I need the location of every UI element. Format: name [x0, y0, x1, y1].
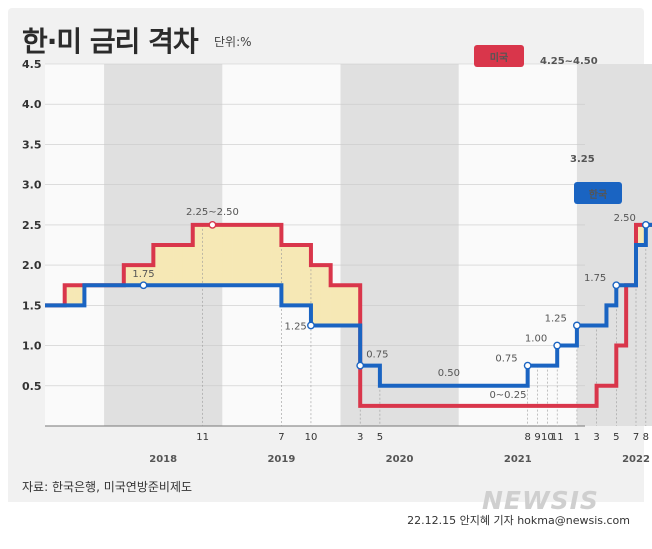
data-label: 0.75 [495, 354, 517, 365]
data-point-marker [553, 341, 562, 350]
gap-fill [153, 245, 164, 286]
gap-fill [350, 285, 361, 326]
y-tick-label: 3.0 [22, 179, 42, 192]
gap-fill [222, 224, 233, 286]
gap-fill [636, 224, 647, 245]
month-tick-label: 5 [377, 432, 383, 443]
year-label: 2019 [267, 454, 295, 465]
unit-label: 단위:% [214, 35, 252, 49]
gap-fill [173, 245, 184, 286]
gap-fill [271, 224, 282, 286]
gap-fill [340, 285, 351, 326]
month-tick-label: 7 [278, 432, 284, 443]
month-tick-label: 11 [551, 432, 564, 443]
gap-fill [182, 245, 194, 286]
data-point-marker [523, 361, 532, 370]
month-tick-label: 9 [534, 432, 540, 443]
source-note: 자료: 한국은행, 미국연방준비제도 [22, 480, 193, 494]
gap-fill [310, 265, 322, 326]
gap-fill [143, 265, 154, 286]
y-tick-label: 0.5 [22, 380, 42, 393]
data-point-marker [139, 281, 148, 290]
data-point-marker [208, 220, 217, 229]
data-label: 2.25~2.50 [186, 207, 239, 218]
gap-fill [291, 245, 302, 306]
newsis-logo: NEWSIS [482, 486, 599, 515]
data-label: 0.50 [438, 368, 460, 379]
data-label: 1.25 [285, 321, 307, 332]
gap-fill [133, 265, 144, 286]
data-label: 1.25 [545, 313, 567, 324]
data-label: 0.75 [366, 350, 388, 361]
gap-fill [242, 224, 253, 286]
month-tick-label: 10 [541, 432, 554, 443]
month-tick-label: 5 [613, 432, 619, 443]
data-point-marker [641, 220, 650, 229]
kr-value-label: 3.25 [570, 154, 595, 165]
data-point-marker [307, 321, 315, 330]
gap-fill [64, 285, 75, 306]
month-tick-label: 7 [633, 432, 639, 443]
month-tick-label: 1 [574, 432, 580, 443]
gap-fill [212, 224, 223, 286]
y-tick-label: 3.5 [22, 138, 42, 151]
gap-fill [330, 285, 341, 326]
gap-fill [74, 285, 85, 306]
year-label: 2018 [149, 454, 177, 465]
y-tick-label: 4.0 [22, 98, 42, 111]
gap-fill [301, 245, 312, 306]
gap-fill [232, 224, 243, 286]
data-point-marker [612, 281, 621, 290]
gap-fill [192, 224, 203, 286]
data-label: 0~0.25 [489, 390, 526, 401]
data-label: 1.00 [525, 334, 547, 345]
credit-line: 22.12.15 안지혜 기자 hokma@newsis.com [407, 514, 630, 527]
gap-fill [202, 224, 213, 286]
credit-bar [8, 502, 644, 541]
data-point-marker [573, 321, 581, 330]
year-label: 2020 [386, 454, 414, 465]
gap-fill [320, 265, 331, 326]
y-tick-label: 2.0 [22, 259, 42, 272]
us-value-label: 4.25~4.50 [540, 56, 598, 67]
gap-fill [261, 224, 272, 286]
year-label: 2021 [504, 454, 532, 465]
data-label: 2.50 [614, 213, 636, 224]
y-tick-label: 4.5 [22, 58, 42, 71]
month-tick-label: 3 [357, 432, 363, 443]
gap-fill [123, 265, 134, 286]
month-tick-label: 8 [524, 432, 530, 443]
month-tick-label: 10 [305, 432, 318, 443]
month-tick-label: 11 [196, 432, 209, 443]
us-series-name: 미국 [490, 51, 508, 64]
kr-series-tag [574, 182, 622, 204]
kr-series-name: 한국 [589, 189, 607, 201]
month-tick-label: 8 [643, 432, 649, 443]
chart-title: 한·미 금리 격차 [22, 25, 199, 58]
y-tick-label: 1.0 [22, 340, 42, 353]
data-label: 1.75 [584, 273, 606, 284]
y-tick-label: 1.5 [22, 299, 42, 312]
year-label: 2022 [622, 454, 650, 465]
gap-fill [251, 224, 262, 286]
month-tick-label: 3 [593, 432, 599, 443]
gap-fill [281, 245, 292, 306]
gap-fill [163, 245, 174, 286]
data-point-marker [356, 361, 365, 370]
y-tick-label: 2.5 [22, 219, 42, 232]
us-series-tag [474, 45, 524, 67]
data-label: 1.75 [132, 269, 154, 280]
